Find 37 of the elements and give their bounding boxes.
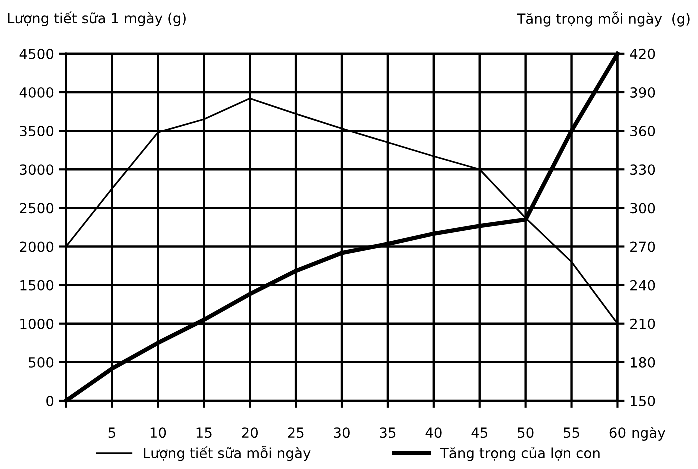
y-tick-label: 3000 [20,164,54,176]
y2-tick-label: 210 [630,318,656,330]
y2-tick-label: 420 [630,48,656,60]
y-tick-label: 500 [29,357,54,368]
y-tick-label: 2500 [20,203,54,214]
y-tick-label: 4500 [20,48,54,60]
x-tick-label: 30 [334,428,350,438]
y2-tick-label: 330 [630,164,656,176]
y-tick-label: 2000 [20,242,54,252]
y-axis-title: Lượng tiết sữa 1 mgày (g) [8,12,186,26]
x-tick-label: 55 [564,428,580,438]
y2-tick-label: 270 [630,242,656,252]
x-tick-label: 15 [196,428,212,438]
y-tick-label: 1500 [20,280,54,291]
y2-tick-label: 240 [630,280,656,291]
y-tick-label: 3500 [20,126,54,137]
x-tick-label: 5 [108,428,116,438]
x-tick-label: 20 [242,428,258,438]
y2-tick-label: 150 [631,396,656,406]
y2-tick-label: 360 [630,126,656,137]
legend-label: Lượng tiết sữa mỗi ngày [144,446,311,462]
x-tick-label: 50 [518,428,534,438]
y2-axis-title: Tăng trọng mỗi ngày (g) [517,12,690,27]
y2-tick-label: 180 [631,357,656,368]
y2-tick-label: 300 [630,203,656,214]
x-tick-label: 40 [426,428,442,438]
y2-tick-label: 390 [630,87,656,98]
x-tick-label: 60 [610,428,626,438]
x-axis-title: ngày [632,426,666,441]
y-tick-label: 0 [46,396,54,406]
legend-label: Tăng trọng của lợn con [440,447,600,462]
x-tick-label: 10 [150,428,166,438]
y-tick-label: 1000 [20,318,54,330]
x-tick-label: 45 [472,428,488,438]
x-tick-label: 25 [288,428,304,438]
y-tick-label: 4000 [20,87,54,98]
x-tick-label: 35 [380,428,396,438]
